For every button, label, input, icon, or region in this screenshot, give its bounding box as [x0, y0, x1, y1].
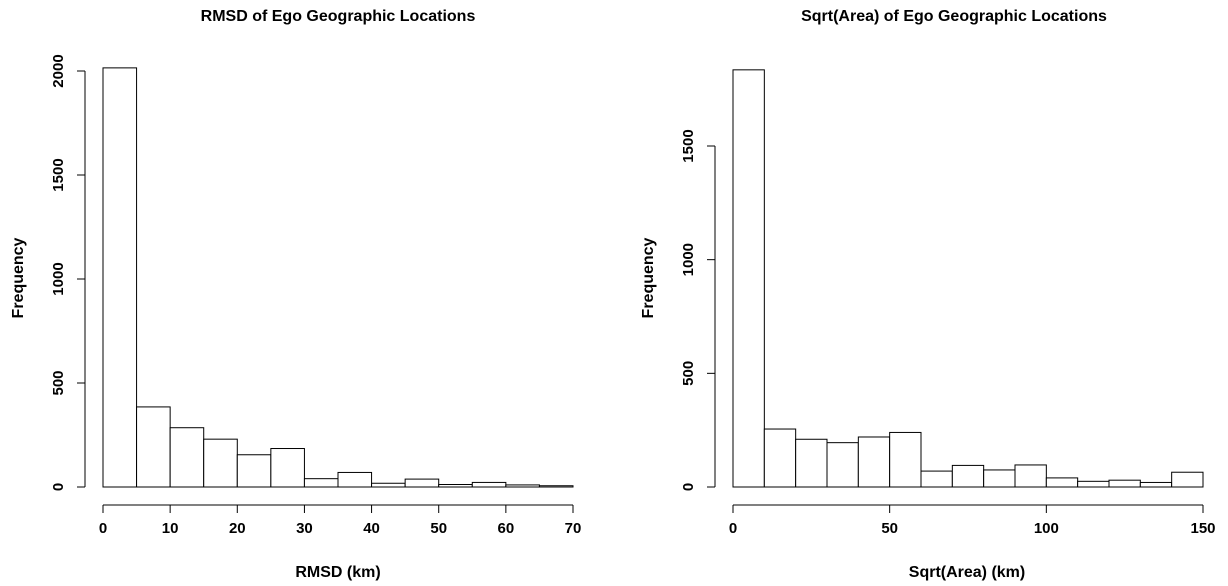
- histogram-bar: [795, 438, 828, 488]
- rmsd-histogram-svg: RMSD of Ego Geographic Locations RMSD (k…: [10, 8, 582, 581]
- x-axis-label: RMSD (km): [295, 564, 380, 581]
- histogram-bar: [826, 442, 859, 488]
- y-tick-label: 2000: [50, 54, 67, 87]
- histogram-bar: [1139, 481, 1173, 488]
- histogram-bar: [1171, 471, 1204, 488]
- histogram-bar: [763, 428, 797, 488]
- bars: [732, 69, 1204, 488]
- histogram-bar: [404, 478, 440, 488]
- histogram-bar: [983, 469, 1016, 488]
- y-axis: 0 500 1000 1500: [680, 129, 716, 491]
- y-tick-label: 0: [680, 483, 697, 491]
- histogram-bar: [169, 427, 205, 488]
- histogram-bar: [732, 69, 765, 488]
- x-axis: 0 10 20 30 40 50 60 70: [99, 504, 582, 537]
- x-tick-label: 50: [881, 520, 898, 537]
- histogram-bar: [505, 484, 540, 488]
- histogram-bar: [538, 485, 574, 488]
- histogram-bar: [1045, 477, 1079, 488]
- x-tick-label: 20: [229, 520, 246, 537]
- x-tick-label: 50: [430, 520, 447, 537]
- histogram-bar: [136, 406, 171, 488]
- x-tick-label: 0: [729, 520, 737, 537]
- x-tick-label: 100: [1034, 520, 1059, 537]
- histogram-bar: [337, 471, 373, 488]
- y-tick-label: 1500: [50, 158, 67, 191]
- histogram-bar: [951, 464, 985, 488]
- sqrt-area-histogram-svg: Sqrt(Area) of Ego Geographic Locations S…: [640, 8, 1216, 581]
- x-tick-label: 40: [363, 520, 380, 537]
- histogram-bar: [102, 67, 138, 488]
- histogram-bar: [236, 454, 272, 488]
- histogram-bar: [1014, 464, 1047, 488]
- y-tick-label: 1500: [680, 129, 697, 162]
- x-tick-label: 70: [565, 520, 582, 537]
- chart-title: RMSD of Ego Geographic Locations: [201, 8, 476, 25]
- rmsd-histogram: RMSD of Ego Geographic Locations RMSD (k…: [10, 8, 582, 581]
- histogram-bar: [471, 481, 507, 488]
- y-tick-label: 500: [680, 361, 697, 386]
- histogram-bar: [920, 470, 953, 488]
- histogram-bar: [857, 436, 891, 488]
- y-axis: 0 500 1000 1500 2000: [50, 54, 86, 491]
- y-axis-label: Frequency: [10, 237, 27, 318]
- x-tick-label: 150: [1190, 520, 1215, 537]
- y-axis-label: Frequency: [640, 237, 657, 318]
- y-tick-label: 0: [50, 483, 67, 491]
- chart-title: Sqrt(Area) of Ego Geographic Locations: [801, 8, 1107, 25]
- histogram-bar: [889, 431, 922, 488]
- x-tick-label: 60: [498, 520, 515, 537]
- bars: [102, 67, 574, 488]
- histogram-bar: [1077, 480, 1110, 488]
- y-tick-label: 1000: [680, 243, 697, 276]
- histogram-bar: [270, 448, 305, 488]
- x-axis: 0 50 100 150: [729, 504, 1216, 537]
- y-tick-label: 500: [50, 370, 67, 395]
- x-tick-label: 30: [296, 520, 313, 537]
- histogram-bar: [303, 478, 339, 488]
- histogram-bar: [371, 482, 406, 488]
- x-tick-label: 10: [162, 520, 179, 537]
- histogram-bar: [203, 438, 238, 488]
- histogram-bar: [438, 484, 473, 488]
- sqrt-area-histogram: Sqrt(Area) of Ego Geographic Locations S…: [614, 0, 1228, 586]
- histogram-bar: [1108, 479, 1141, 488]
- x-tick-label: 0: [99, 520, 107, 537]
- y-tick-label: 1000: [50, 262, 67, 295]
- x-axis-label: Sqrt(Area) (km): [909, 564, 1025, 581]
